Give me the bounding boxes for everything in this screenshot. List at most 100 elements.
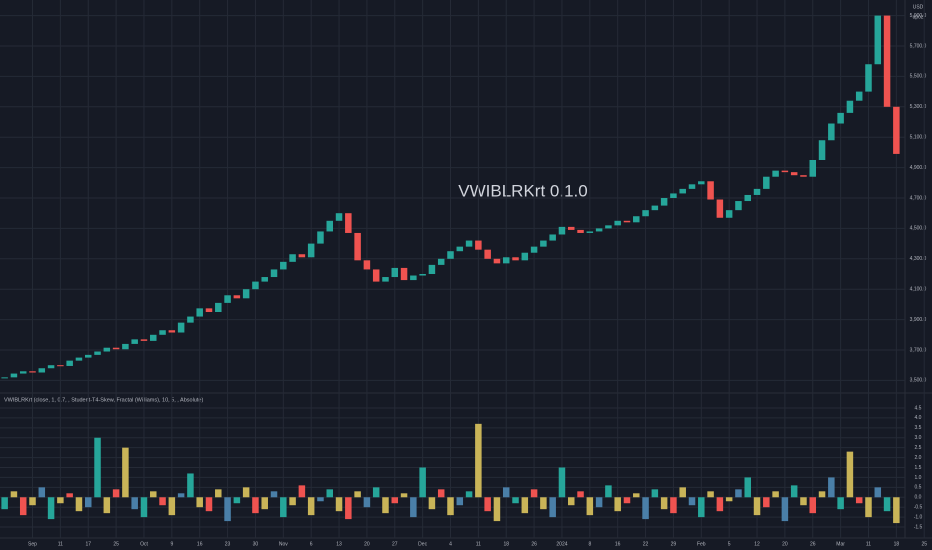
candle	[679, 188, 686, 194]
account-label: apoz	[913, 14, 924, 20]
indicator-bar	[177, 493, 185, 498]
candle	[688, 184, 696, 189]
candle	[261, 277, 268, 282]
indicator-bar	[447, 497, 454, 516]
x-tick-label: 20	[782, 541, 788, 547]
y-tick-label: 2.5	[915, 445, 922, 451]
indicator-bar	[215, 489, 222, 498]
indicator-bar	[400, 493, 408, 498]
indicator-bar	[475, 423, 482, 498]
candle	[38, 368, 46, 373]
indicator-bar	[568, 497, 575, 506]
x-tick-label: 6	[310, 541, 313, 547]
indicator-bar	[382, 497, 389, 514]
candle	[865, 64, 872, 92]
candle	[456, 246, 464, 252]
candle	[605, 225, 612, 229]
candle	[512, 257, 519, 261]
indicator-bar	[846, 451, 854, 498]
indicator-bar	[883, 497, 891, 512]
indicator-bar	[521, 497, 529, 514]
indicator-bar	[29, 497, 36, 506]
indicator-bar	[540, 497, 547, 510]
x-tick-label: 30	[253, 541, 259, 547]
indicator-bar	[493, 497, 501, 522]
indicator-bar	[549, 497, 556, 518]
candle	[614, 220, 621, 226]
indicator-bar	[670, 497, 677, 514]
candle	[233, 295, 241, 299]
y-tick-label: 4.5	[915, 405, 922, 411]
indicator-bar	[317, 497, 324, 502]
y-tick-label: 5,300.0	[910, 104, 927, 110]
candle	[874, 15, 882, 65]
candle	[131, 339, 138, 344]
candle	[828, 123, 835, 141]
indicator-bar	[781, 497, 789, 522]
indicator-bar	[298, 485, 306, 498]
indicator-bar	[577, 491, 584, 498]
indicator-bar	[363, 497, 371, 508]
x-tick-label: 13	[336, 541, 342, 547]
candle	[540, 240, 547, 247]
candle	[19, 371, 27, 374]
x-tick-label: 23	[225, 541, 231, 547]
candle	[465, 240, 473, 247]
candle	[354, 232, 361, 261]
indicator-bar	[651, 489, 659, 498]
candle	[419, 274, 426, 276]
y-tick-label: 0.0	[915, 495, 922, 501]
candle	[289, 254, 296, 262]
indicator-bar	[586, 497, 594, 516]
indicator-bar	[84, 497, 92, 508]
y-tick-label: 5,500.0	[910, 74, 927, 80]
indicator-bar	[865, 497, 872, 518]
candle	[437, 258, 445, 265]
candle	[493, 258, 501, 264]
y-tick-label: -1.0	[914, 514, 923, 520]
candle	[150, 334, 157, 341]
indicator-bar	[893, 497, 900, 524]
candle	[586, 231, 594, 233]
indicator-bar	[735, 489, 742, 498]
y-tick-label: 3,500.0	[910, 378, 927, 384]
candle	[382, 277, 389, 282]
candle	[800, 175, 807, 177]
x-tick-label: 8	[588, 541, 591, 547]
candle	[280, 261, 287, 270]
indicator-bar	[261, 497, 268, 510]
indicator-bar	[633, 493, 640, 498]
indicator-bar	[224, 497, 231, 522]
y-tick-label: 2.0	[915, 455, 922, 461]
y-tick-label: 4.0	[915, 415, 922, 421]
indicator-bar	[688, 497, 696, 506]
y-tick-label: 5,900.0	[910, 13, 927, 19]
candle	[790, 172, 798, 176]
y-tick-label: 4,700.0	[910, 195, 927, 201]
candle	[651, 205, 659, 211]
indicator-bar	[391, 497, 399, 504]
candle	[744, 194, 751, 202]
x-tick-label: 18	[503, 541, 509, 547]
indicator-bar	[530, 489, 538, 498]
y-tick-label: 4,300.0	[910, 256, 927, 262]
x-tick-label: 27	[392, 541, 398, 547]
indicator-bar	[800, 497, 807, 506]
indicator-bar	[828, 477, 835, 498]
y-tick-label: 4,900.0	[910, 165, 927, 171]
x-tick-label: 26	[531, 541, 537, 547]
candle	[400, 267, 408, 281]
x-tick-label: Oct	[140, 541, 148, 547]
x-tick-label: 20	[364, 541, 370, 547]
candle	[781, 170, 789, 173]
indicator-bar	[623, 497, 631, 504]
indicator-bar	[280, 497, 287, 518]
candle	[298, 254, 306, 258]
candle	[326, 220, 333, 232]
indicator-bar	[150, 491, 157, 498]
indicator-bar	[790, 485, 798, 498]
x-tick-label: 22	[643, 541, 649, 547]
indicator-bar	[233, 497, 241, 504]
indicator-bar	[558, 467, 566, 498]
